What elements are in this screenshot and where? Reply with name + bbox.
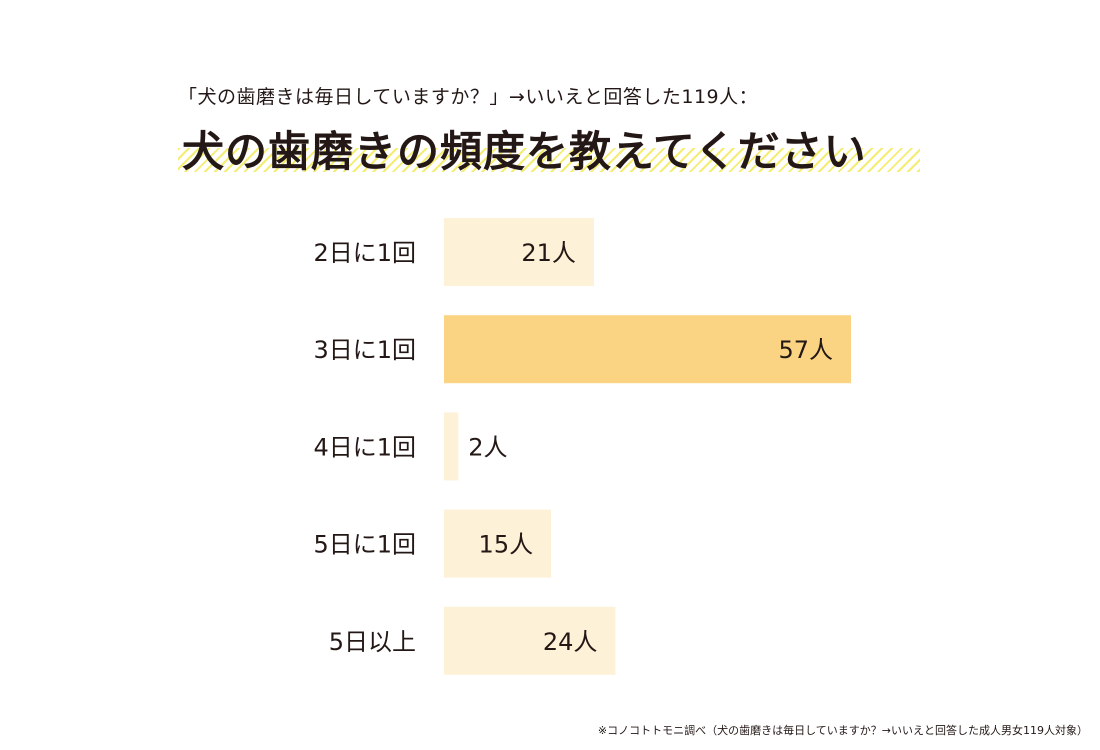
source-footnote: ※コノコトトモニ調べ（犬の歯磨きは毎日していますか？→いいえと回答した成人男女1… (597, 724, 1088, 737)
category-label: 5日以上 (329, 628, 416, 656)
bar (444, 509, 552, 578)
value-label: 24人 (543, 628, 598, 656)
chart-subtitle: 「犬の歯磨きは毎日していますか？」→いいえと回答した119人： (178, 86, 759, 108)
chart-title: 犬の歯磨きの頻度を教えてください (182, 127, 867, 176)
bar (444, 412, 459, 481)
value-label: 2人 (468, 433, 507, 461)
value-label: 57人 (778, 336, 833, 364)
category-label: 4日に1回 (313, 433, 416, 461)
value-label: 21人 (521, 239, 576, 267)
bar (444, 606, 616, 675)
category-label: 2日に1回 (313, 239, 416, 267)
value-label: 15人 (479, 531, 534, 559)
bar (444, 315, 851, 384)
title-highlight-stripe (178, 148, 920, 172)
category-label: 5日に1回 (313, 531, 416, 559)
bar (444, 218, 594, 286)
title-block: 犬の歯磨きの頻度を教えてください (178, 114, 920, 180)
category-label: 3日に1回 (313, 336, 416, 364)
